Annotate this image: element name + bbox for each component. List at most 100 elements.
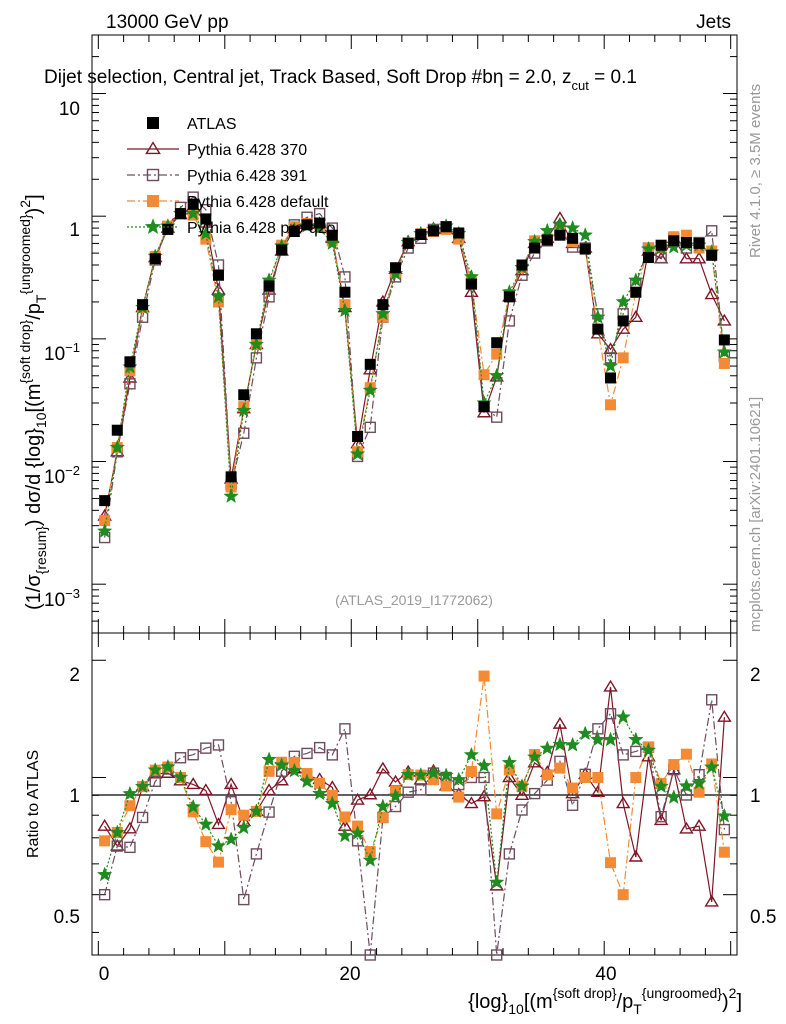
data-point xyxy=(491,348,503,360)
ratio-axis-title: Ratio to ATLAS xyxy=(25,750,42,858)
data-point xyxy=(390,262,402,274)
data-point xyxy=(248,336,265,352)
data-point xyxy=(718,334,730,346)
data-point xyxy=(718,357,730,369)
data-point xyxy=(617,315,629,327)
data-point xyxy=(465,278,477,290)
data-point xyxy=(478,369,490,381)
legend-entry-atlas: ATLAS xyxy=(147,116,237,133)
data-point xyxy=(541,234,553,246)
ratio-point xyxy=(653,778,669,794)
ratio-point xyxy=(541,769,553,781)
ratio-point xyxy=(666,789,682,804)
ratio-point xyxy=(200,836,212,848)
ratio-tick-label-right-1: 1 xyxy=(750,786,761,807)
data-point xyxy=(375,305,391,321)
legend-label: Pythia 6.428 391 xyxy=(187,168,307,185)
ratio-point xyxy=(566,799,579,811)
ratio-point xyxy=(134,778,151,794)
ratio-point xyxy=(362,787,378,800)
data-point xyxy=(615,321,631,334)
ratio-point xyxy=(655,810,667,823)
data-point xyxy=(111,424,123,436)
data-point xyxy=(250,328,262,340)
data-point xyxy=(706,249,718,261)
data-point xyxy=(564,219,581,235)
data-point xyxy=(704,287,719,300)
ratio-line xyxy=(104,699,725,956)
ratio-point xyxy=(503,848,516,860)
legend-marker xyxy=(146,168,160,182)
data-point xyxy=(238,427,250,439)
ratio-point xyxy=(198,783,214,796)
ratio-point xyxy=(98,888,111,901)
ratio-point xyxy=(124,800,136,812)
data-point xyxy=(577,227,593,242)
legend-label: Pythia 6.428 default xyxy=(187,194,329,211)
data-point xyxy=(605,372,617,384)
ratio-point xyxy=(236,819,252,835)
data-point xyxy=(236,402,252,418)
data-point xyxy=(210,288,227,304)
data-point xyxy=(364,358,376,370)
ratio-point xyxy=(628,849,644,862)
ratio-point xyxy=(718,846,730,858)
ratio-point xyxy=(463,746,480,762)
data-point xyxy=(175,208,187,220)
data-point xyxy=(605,399,617,411)
ratio-point xyxy=(149,775,161,787)
ratio-point xyxy=(211,817,226,830)
data-point xyxy=(263,280,275,292)
ratio-point xyxy=(238,893,250,906)
data-point xyxy=(554,229,566,241)
ratio-point xyxy=(680,789,693,801)
data-point xyxy=(326,229,338,241)
data-point xyxy=(198,225,214,241)
data-point xyxy=(200,213,212,225)
data-point xyxy=(339,271,351,283)
ratio-point xyxy=(552,736,568,752)
ratio-point xyxy=(122,785,138,801)
legend-marker xyxy=(145,141,161,155)
energy-label: 13000 GeV pp xyxy=(106,12,229,33)
legend-marker xyxy=(147,117,159,129)
data-point xyxy=(464,285,479,297)
ratio-point xyxy=(491,808,503,820)
data-point xyxy=(149,253,161,265)
ratio-point xyxy=(124,841,136,854)
ratio-point xyxy=(653,813,669,826)
data-point xyxy=(516,259,528,271)
ratio-point xyxy=(402,786,414,798)
ratio-point xyxy=(605,857,617,869)
ratio-point xyxy=(174,752,187,764)
data-point xyxy=(679,251,694,264)
ratio-point xyxy=(630,771,642,783)
ratio-point xyxy=(679,821,694,834)
ratio-point xyxy=(680,748,692,760)
ratio-point xyxy=(464,796,479,809)
ratio-point xyxy=(97,818,112,831)
ratio-point xyxy=(96,866,113,882)
ratio-point xyxy=(716,807,733,823)
data-point xyxy=(122,370,138,383)
ratio-point xyxy=(592,771,604,783)
ratio-point xyxy=(339,811,351,823)
ratio-point xyxy=(590,784,606,797)
ratio-point xyxy=(615,708,631,724)
data-point xyxy=(453,227,465,239)
data-point xyxy=(427,225,439,237)
y-tick-label-10: 10 xyxy=(59,99,80,120)
data-point xyxy=(288,226,300,238)
data-point xyxy=(238,389,250,401)
ratio-point xyxy=(198,816,214,831)
ratio-point xyxy=(706,694,718,706)
data-point xyxy=(478,401,490,413)
mcplots-label: mcplots.cern.ch [arXiv:2401.10621] xyxy=(747,397,764,632)
ratio-point xyxy=(109,824,126,840)
series-pythia-6-428-default xyxy=(99,208,730,527)
data-point xyxy=(717,313,732,326)
data-point xyxy=(592,323,604,335)
legend-entry-pythia-6-428-391: Pythia 6.428 391 xyxy=(127,168,307,185)
ratio-point xyxy=(326,749,338,761)
ratio-point xyxy=(263,765,275,777)
